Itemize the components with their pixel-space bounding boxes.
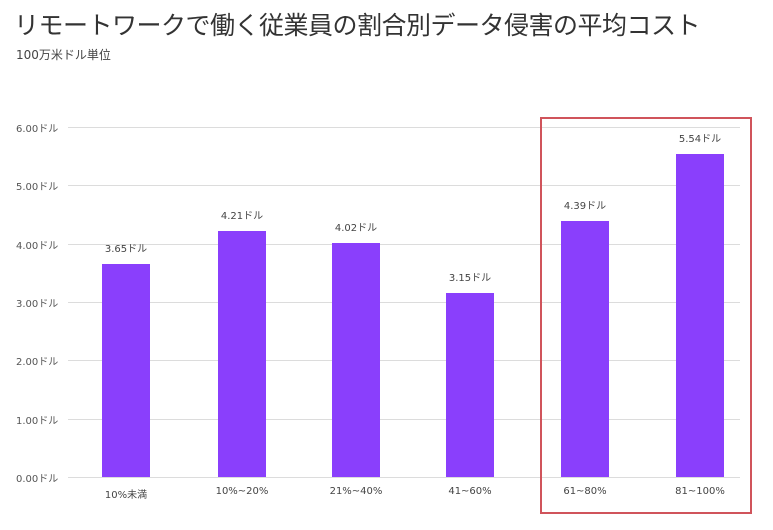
y-axis-tick-label: 2.00ドル	[16, 357, 59, 369]
gridline	[68, 360, 740, 362]
chart-title: リモートワークで働く従業員の割合別データ侵害の平均コスト	[14, 11, 701, 40]
gridline	[68, 185, 740, 187]
bar-value-label: 4.39ドル	[563, 200, 607, 212]
bar[interactable]	[561, 220, 609, 477]
bar-value-label: 4.02ドル	[334, 222, 378, 234]
bar[interactable]	[102, 264, 150, 477]
highlight-box	[540, 117, 752, 514]
chart-subtitle: 100万米ドル単位	[16, 48, 111, 62]
x-axis-category-label: 61~80%	[563, 486, 607, 497]
bar[interactable]	[218, 231, 266, 477]
bar-value-label: 3.15ドル	[448, 273, 492, 285]
bar-value-label: 5.54ドル	[678, 133, 722, 145]
bar[interactable]	[676, 153, 724, 477]
x-axis-category-label: 10%未満	[104, 490, 148, 501]
bar[interactable]	[446, 293, 494, 477]
x-axis-category-label: 21%~40%	[329, 486, 383, 497]
y-axis-tick-label: 6.00ドル	[16, 124, 59, 135]
gridline	[68, 477, 740, 478]
gridline	[68, 302, 740, 303]
gridline	[68, 127, 740, 128]
x-axis-category-label: 81~100%	[675, 486, 725, 497]
gridline	[68, 418, 740, 420]
gridline	[68, 243, 740, 245]
y-axis-tick-label: 0.00ドル	[16, 474, 59, 485]
y-axis-tick-label: 1.00ドル	[16, 415, 59, 427]
bar-value-label: 3.65ドル	[104, 244, 148, 256]
x-axis-category-label: 41~60%	[448, 486, 492, 497]
x-axis-category-label: 10%~20%	[215, 486, 269, 497]
bar[interactable]	[332, 242, 380, 477]
y-axis-tick-label: 3.00ドル	[16, 299, 59, 310]
y-axis-tick-label: 5.00ドル	[16, 182, 59, 194]
y-axis-tick-label: 4.00ドル	[16, 240, 59, 252]
bar-value-label: 4.21ドル	[220, 211, 264, 223]
